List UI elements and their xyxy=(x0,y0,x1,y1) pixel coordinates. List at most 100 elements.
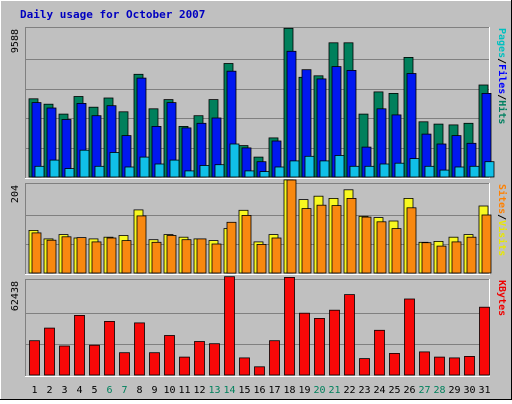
bar-sites-11 xyxy=(181,239,192,274)
x-tick-label-28: 28 xyxy=(433,385,445,396)
ymax-label-mid: 204 xyxy=(10,185,21,203)
bar-files-11 xyxy=(181,127,192,178)
bar-sites-29 xyxy=(451,241,462,274)
bar-sites-4 xyxy=(76,237,87,274)
bar-sites-16 xyxy=(256,243,267,274)
series-label-part: Sites xyxy=(496,184,508,214)
chart-title: Daily usage for October 2007 xyxy=(20,8,205,21)
bar-sites-28 xyxy=(436,245,447,274)
bar-pages-17 xyxy=(274,166,285,178)
bar-kbytes-26 xyxy=(404,298,415,376)
bar-kbytes-13 xyxy=(209,343,220,376)
x-tick-label-23: 23 xyxy=(358,385,370,396)
bar-sites-25 xyxy=(391,228,402,274)
bar-pages-2 xyxy=(49,159,60,178)
bar-pages-7 xyxy=(124,166,135,178)
x-tick-label-11: 11 xyxy=(178,385,190,396)
bar-pages-25 xyxy=(394,162,405,178)
panel-bottom: 62438 KBytes xyxy=(10,276,507,377)
bar-sites-2 xyxy=(46,239,57,274)
bar-sites-6 xyxy=(106,237,117,274)
bar-pages-11 xyxy=(184,170,195,178)
bar-kbytes-14 xyxy=(224,276,235,376)
bar-pages-12 xyxy=(199,165,210,178)
bar-pages-8 xyxy=(139,156,150,178)
x-tick-label-9: 9 xyxy=(151,385,157,396)
series-label-part: Pages xyxy=(496,28,507,58)
bar-kbytes-8 xyxy=(134,322,145,376)
bar-pages-28 xyxy=(439,169,450,178)
bar-sites-9 xyxy=(151,241,162,274)
bar-pages-23 xyxy=(364,165,375,178)
bar-kbytes-5 xyxy=(89,344,100,376)
bar-pages-16 xyxy=(259,171,270,178)
bar-files-1 xyxy=(31,102,42,178)
series-label-part: / xyxy=(496,58,507,64)
series-label-part: Visits xyxy=(496,220,508,256)
x-tick-label-21: 21 xyxy=(328,385,340,396)
bar-kbytes-3 xyxy=(59,345,70,376)
x-tick-label-18: 18 xyxy=(283,385,295,396)
x-tick-label-3: 3 xyxy=(61,385,67,396)
bar-pages-5 xyxy=(94,165,105,178)
ymax-label-top: 9588 xyxy=(10,29,21,53)
bar-kbytes-2 xyxy=(44,327,55,376)
x-tick-label-26: 26 xyxy=(403,385,415,396)
x-tick-label-15: 15 xyxy=(238,385,250,396)
bar-kbytes-24 xyxy=(374,329,385,376)
x-tick-label-22: 22 xyxy=(343,385,355,396)
x-tick-label-13: 13 xyxy=(208,385,220,396)
bar-pages-20 xyxy=(319,160,330,178)
bar-kbytes-16 xyxy=(254,366,265,376)
bar-pages-13 xyxy=(214,164,225,178)
x-tick-label-19: 19 xyxy=(298,385,310,396)
bar-pages-24 xyxy=(379,163,390,178)
bar-kbytes-27 xyxy=(419,351,430,376)
x-tick-label-7: 7 xyxy=(121,385,127,396)
bar-sites-26 xyxy=(406,207,417,274)
x-tick-label-31: 31 xyxy=(478,385,490,396)
bar-pages-27 xyxy=(424,165,435,178)
bar-pages-19 xyxy=(304,155,315,178)
bar-pages-31 xyxy=(484,161,495,178)
bar-sites-8 xyxy=(136,215,147,274)
bar-kbytes-25 xyxy=(389,352,400,376)
x-tick-label-2: 2 xyxy=(46,385,52,396)
panel-mid: 204 Sites/Visits xyxy=(10,179,508,275)
bar-sites-10 xyxy=(166,235,177,274)
bar-sites-22 xyxy=(346,197,357,274)
ymax-label-bottom: 62438 xyxy=(10,281,21,311)
bar-sites-30 xyxy=(466,236,477,274)
bar-kbytes-6 xyxy=(104,320,115,376)
x-tick-label-10: 10 xyxy=(163,385,175,396)
bar-pages-29 xyxy=(454,166,465,178)
series-label-part: / xyxy=(496,214,507,220)
bar-kbytes-12 xyxy=(194,341,205,376)
bar-sites-21 xyxy=(331,205,342,274)
x-tick-label-5: 5 xyxy=(91,385,97,396)
bar-sites-27 xyxy=(421,242,432,274)
series-label-part: Hits xyxy=(496,100,508,124)
bar-kbytes-20 xyxy=(314,317,325,376)
x-tick-label-25: 25 xyxy=(388,385,400,396)
bar-sites-3 xyxy=(61,236,72,274)
x-tick-label-17: 17 xyxy=(268,385,280,396)
bar-sites-31 xyxy=(481,214,492,274)
series-label-top: Pages/Files/Hits xyxy=(496,28,508,124)
bar-pages-22 xyxy=(349,165,360,178)
x-tick-label-29: 29 xyxy=(448,385,460,396)
bar-kbytes-7 xyxy=(119,352,130,376)
x-tick-label-27: 27 xyxy=(418,385,430,396)
bar-kbytes-19 xyxy=(299,312,310,376)
bar-sites-19 xyxy=(301,208,312,274)
x-tick-label-30: 30 xyxy=(463,385,475,396)
bar-pages-15 xyxy=(244,170,255,178)
x-tick-label-14: 14 xyxy=(223,385,235,396)
bar-sites-13 xyxy=(211,243,222,274)
bar-kbytes-11 xyxy=(179,356,190,376)
x-tick-label-8: 8 xyxy=(136,385,142,396)
bar-kbytes-17 xyxy=(269,340,280,376)
bar-pages-4 xyxy=(79,149,90,178)
